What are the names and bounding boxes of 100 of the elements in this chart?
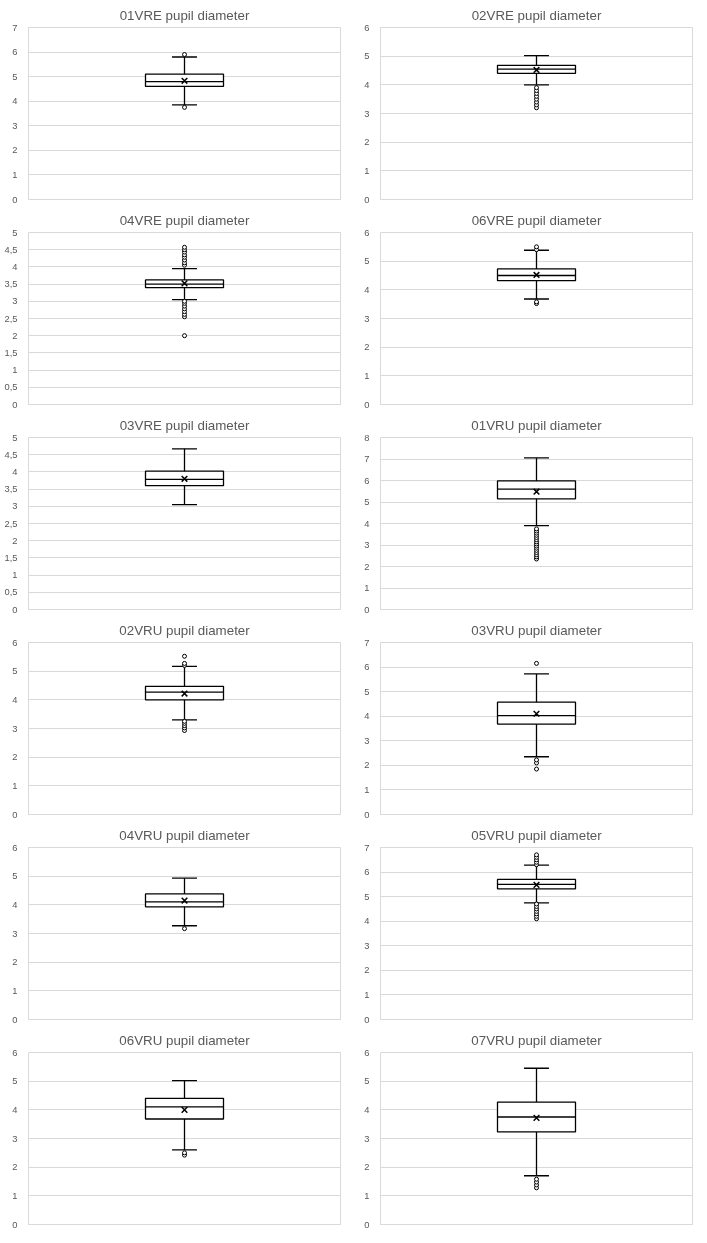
y-tick-label: 4 <box>12 96 18 107</box>
y-tick-label: 6 <box>364 1047 370 1058</box>
y-tick-label: 4,5 <box>4 449 18 460</box>
y-tick-label: 6 <box>12 842 18 853</box>
chart-title: 03VRU pupil diameter <box>471 622 603 638</box>
y-tick-label: 3 <box>364 540 370 550</box>
y-tick-label: 3 <box>364 1133 370 1144</box>
y-tick-label: 2,5 <box>4 518 18 529</box>
y-tick-label: 5 <box>12 666 18 677</box>
chart-title: 04VRE pupil diameter <box>119 212 250 228</box>
y-tick-label: 1 <box>12 1190 18 1201</box>
y-tick-label: 4 <box>12 694 18 705</box>
y-tick-label: 0 <box>12 1014 18 1025</box>
y-tick-label: 0 <box>364 194 370 205</box>
y-tick-label: 1 <box>364 989 370 1000</box>
y-tick-label: 8 <box>364 432 370 443</box>
y-tick-label: 0 <box>12 604 18 615</box>
y-tick-label: 1 <box>12 780 18 791</box>
y-tick-label: 6 <box>364 867 370 878</box>
y-tick-label: 7 <box>12 22 18 33</box>
y-tick-label: 5 <box>12 432 18 443</box>
y-tick-label: 2 <box>12 957 18 968</box>
y-tick-label: 4 <box>364 916 370 927</box>
y-tick-label: 5 <box>12 71 18 82</box>
y-tick-label: 4 <box>364 518 370 529</box>
y-tick-label: 3 <box>364 940 370 951</box>
y-tick-label: 5 <box>364 256 370 267</box>
y-tick-label: 0 <box>364 399 370 410</box>
y-tick-label: 0 <box>364 809 370 820</box>
y-tick-label: 3,5 <box>4 484 18 495</box>
chart-title: 01VRU pupil diameter <box>471 417 603 433</box>
y-tick-label: 3 <box>12 120 18 131</box>
chart-title: 06VRE pupil diameter <box>471 212 602 228</box>
y-tick-label: 1 <box>12 365 18 376</box>
y-tick-label: 0 <box>364 1219 370 1230</box>
y-tick-label: 4 <box>12 1104 18 1115</box>
chart-title: 06VRU pupil diameter <box>119 1032 251 1048</box>
y-tick-label: 3 <box>12 1133 18 1144</box>
y-tick-label: 0 <box>364 604 370 615</box>
y-tick-label: 2 <box>12 1162 18 1173</box>
y-tick-label: 4 <box>364 284 370 295</box>
y-tick-label: 6 <box>12 637 18 648</box>
y-tick-label: 1 <box>12 169 18 180</box>
y-tick-label: 2 <box>364 760 370 771</box>
y-tick-label: 6 <box>12 47 18 58</box>
y-tick-label: 7 <box>364 842 370 853</box>
y-tick-label: 2 <box>12 535 18 546</box>
chart-title: 07VRU pupil diameter <box>471 1032 603 1048</box>
y-tick-label: 5 <box>364 497 370 507</box>
y-tick-label: 2 <box>364 342 370 353</box>
y-tick-label: 5 <box>12 871 18 882</box>
y-tick-label: 5 <box>12 227 18 238</box>
y-tick-label: 1,5 <box>4 552 18 563</box>
y-tick-label: 0,5 <box>4 587 18 598</box>
y-tick-label: 5 <box>364 51 370 62</box>
y-tick-label: 4 <box>364 79 370 90</box>
y-tick-label: 4 <box>12 466 18 477</box>
chart-title: 02VRE pupil diameter <box>471 7 602 23</box>
y-tick-label: 6 <box>364 475 370 486</box>
y-tick-label: 4 <box>364 711 370 722</box>
y-tick-label: 2 <box>12 145 18 156</box>
y-tick-label: 6 <box>364 662 370 673</box>
y-tick-label: 0 <box>12 399 18 410</box>
y-tick-label: 4,5 <box>4 244 18 255</box>
y-tick-label: 3,5 <box>4 279 18 290</box>
chart-title: 05VRU pupil diameter <box>471 827 603 843</box>
y-tick-label: 3 <box>12 928 18 939</box>
y-tick-label: 4 <box>364 1104 370 1115</box>
y-tick-label: 6 <box>12 1047 18 1058</box>
y-tick-label: 1 <box>364 370 370 381</box>
y-tick-label: 1 <box>12 570 18 581</box>
y-tick-label: 3 <box>364 735 370 746</box>
y-tick-label: 0 <box>12 809 18 820</box>
y-tick-label: 3 <box>364 313 370 324</box>
y-tick-label: 2 <box>364 1162 370 1173</box>
y-tick-label: 2,5 <box>4 313 18 324</box>
y-tick-label: 2 <box>12 330 18 341</box>
y-tick-label: 0 <box>364 1014 370 1025</box>
y-tick-label: 2 <box>364 561 370 572</box>
y-tick-label: 3 <box>12 723 18 734</box>
y-tick-label: 7 <box>364 454 370 464</box>
y-tick-label: 5 <box>12 1076 18 1087</box>
y-tick-label: 1 <box>364 165 370 176</box>
y-tick-label: 3 <box>12 296 18 307</box>
y-tick-label: 5 <box>364 686 370 697</box>
y-tick-label: 1 <box>364 1190 370 1201</box>
chart-title: 04VRU pupil diameter <box>119 827 251 843</box>
y-tick-label: 1 <box>12 985 18 996</box>
chart-title: 01VRE pupil diameter <box>119 7 250 23</box>
y-tick-label: 5 <box>364 1076 370 1087</box>
y-tick-label: 3 <box>12 501 18 512</box>
y-tick-label: 0,5 <box>4 382 18 393</box>
y-tick-label: 4 <box>12 899 18 910</box>
y-tick-label: 1 <box>364 583 370 593</box>
y-tick-label: 2 <box>12 752 18 763</box>
y-tick-label: 0 <box>12 1219 18 1230</box>
y-tick-label: 1 <box>364 784 370 795</box>
y-tick-label: 6 <box>364 227 370 238</box>
y-tick-label: 1,5 <box>4 347 18 358</box>
y-tick-label: 0 <box>12 194 18 205</box>
